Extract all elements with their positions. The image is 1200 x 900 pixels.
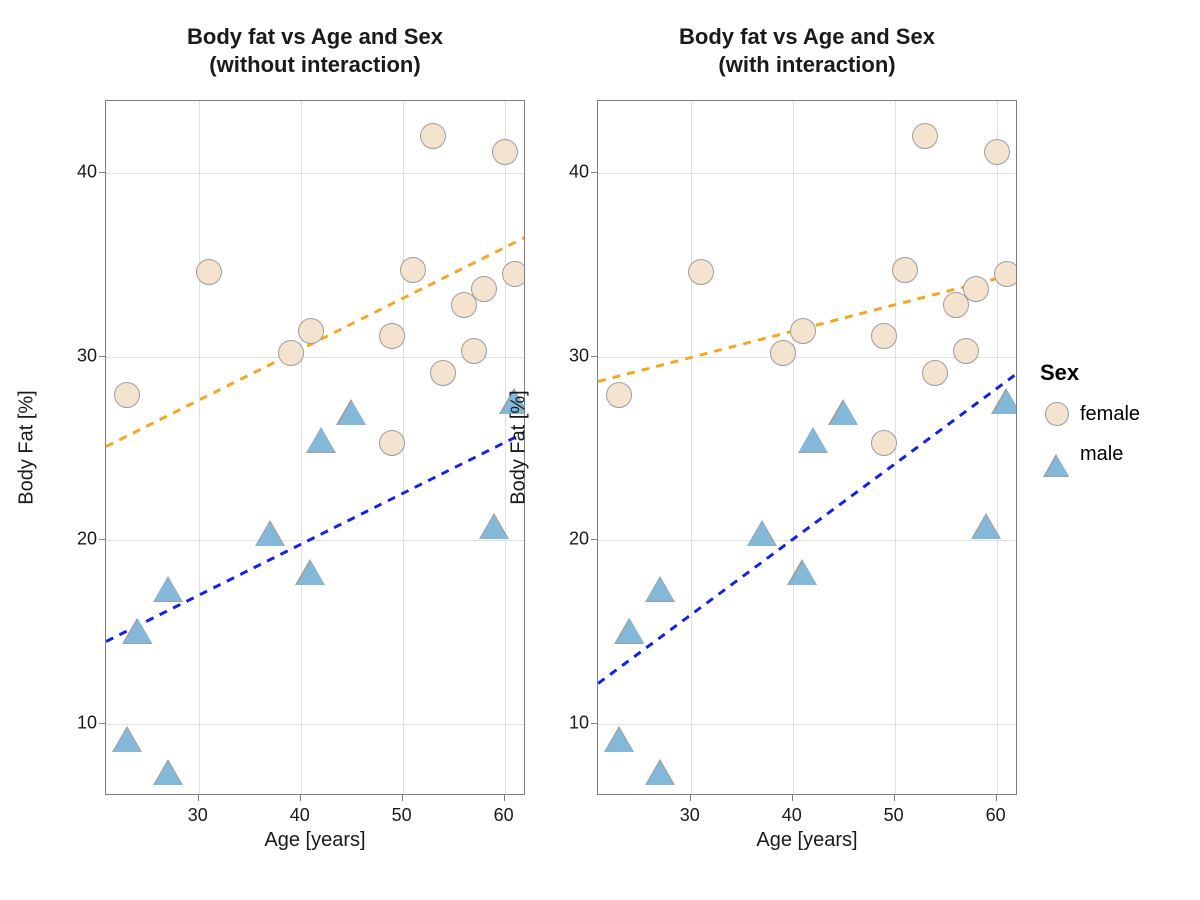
x-tick-label: 30 [188, 805, 208, 826]
tick-mark-x [894, 795, 895, 801]
tick-mark-y [591, 539, 597, 540]
x-tick-label: 50 [884, 805, 904, 826]
marker-female [770, 340, 796, 366]
y-axis-title: Body Fat [%] [16, 377, 39, 517]
marker-female [871, 430, 897, 456]
figure: Body fat vs Age and Sex(without interact… [0, 0, 1200, 900]
tick-mark-x [504, 795, 505, 801]
legend-label: male [1080, 443, 1123, 466]
y-tick-label: 10 [63, 713, 97, 734]
marker-female [492, 139, 518, 165]
y-tick-label: 40 [555, 161, 589, 182]
y-tick-label: 40 [63, 161, 97, 182]
trend-line-male [597, 372, 1017, 685]
marker-female [379, 323, 405, 349]
marker-female [688, 259, 714, 285]
gridline-h [106, 724, 524, 725]
gridline-v [691, 101, 692, 794]
plot-area [105, 100, 525, 795]
panel-title: Body fat vs Age and Sex(with interaction… [597, 23, 1017, 78]
marker-female [114, 382, 140, 408]
gridline-h [598, 173, 1016, 174]
tick-mark-x [198, 795, 199, 801]
gridline-h [106, 540, 524, 541]
marker-female [892, 257, 918, 283]
tick-mark-y [99, 356, 105, 357]
legend-marker [1040, 400, 1074, 428]
gridline-v [301, 101, 302, 794]
marker-female [953, 338, 979, 364]
marker-female [871, 323, 897, 349]
gridline-h [106, 173, 524, 174]
marker-female [298, 318, 324, 344]
tick-mark-x [690, 795, 691, 801]
y-tick-label: 20 [555, 529, 589, 550]
x-tick-label: 40 [782, 805, 802, 826]
legend-marker [1040, 440, 1074, 468]
tick-mark-y [591, 356, 597, 357]
tick-mark-y [99, 539, 105, 540]
gridline-v [199, 101, 200, 794]
x-axis-title: Age [years] [105, 829, 525, 852]
panel-title-line2: (without interaction) [105, 51, 525, 79]
marker-female [420, 123, 446, 149]
gridline-v [997, 101, 998, 794]
marker-female [430, 360, 456, 386]
legend-title: Sex [1040, 360, 1190, 386]
x-tick-label: 60 [986, 805, 1006, 826]
y-tick-label: 30 [555, 345, 589, 366]
trend-line-male [105, 430, 525, 642]
tick-mark-x [402, 795, 403, 801]
y-tick-label: 20 [63, 529, 97, 550]
tick-mark-x [300, 795, 301, 801]
marker-female [606, 382, 632, 408]
x-tick-label: 40 [290, 805, 310, 826]
x-tick-label: 30 [680, 805, 700, 826]
y-tick-label: 10 [555, 713, 589, 734]
marker-female [471, 276, 497, 302]
legend-item: female [1040, 400, 1190, 428]
marker-female [922, 360, 948, 386]
plot-area [597, 100, 1017, 795]
marker-female [400, 257, 426, 283]
marker-female [461, 338, 487, 364]
x-axis-title: Age [years] [597, 829, 1017, 852]
marker-female [984, 139, 1010, 165]
tick-mark-y [591, 172, 597, 173]
marker-female [502, 261, 525, 287]
marker-female [379, 430, 405, 456]
panel-title-line2: (with interaction) [597, 51, 1017, 79]
tick-mark-y [99, 172, 105, 173]
tick-mark-y [99, 723, 105, 724]
y-axis-title: Body Fat [%] [508, 377, 531, 517]
gridline-h [598, 540, 1016, 541]
marker-female [196, 259, 222, 285]
x-tick-label: 60 [494, 805, 514, 826]
panel-left: Body fat vs Age and Sex(without interact… [55, 15, 530, 870]
marker-female [912, 123, 938, 149]
gridline-v [505, 101, 506, 794]
panel-title: Body fat vs Age and Sex(without interact… [105, 23, 525, 78]
gridline-v [793, 101, 794, 794]
y-tick-label: 30 [63, 345, 97, 366]
panel-title-line1: Body fat vs Age and Sex [597, 23, 1017, 51]
panel-title-line1: Body fat vs Age and Sex [105, 23, 525, 51]
legend-label: female [1080, 403, 1140, 426]
marker-female [963, 276, 989, 302]
panel-right: Body fat vs Age and Sex(with interaction… [545, 15, 1020, 870]
marker-female [994, 261, 1017, 287]
legend-item: male [1040, 440, 1190, 468]
tick-mark-x [792, 795, 793, 801]
x-tick-label: 50 [392, 805, 412, 826]
circle-icon [1045, 402, 1069, 426]
gridline-h [598, 724, 1016, 725]
tick-mark-x [996, 795, 997, 801]
tick-mark-y [591, 723, 597, 724]
marker-female [790, 318, 816, 344]
marker-female [278, 340, 304, 366]
legend: Sex female male [1040, 360, 1190, 480]
